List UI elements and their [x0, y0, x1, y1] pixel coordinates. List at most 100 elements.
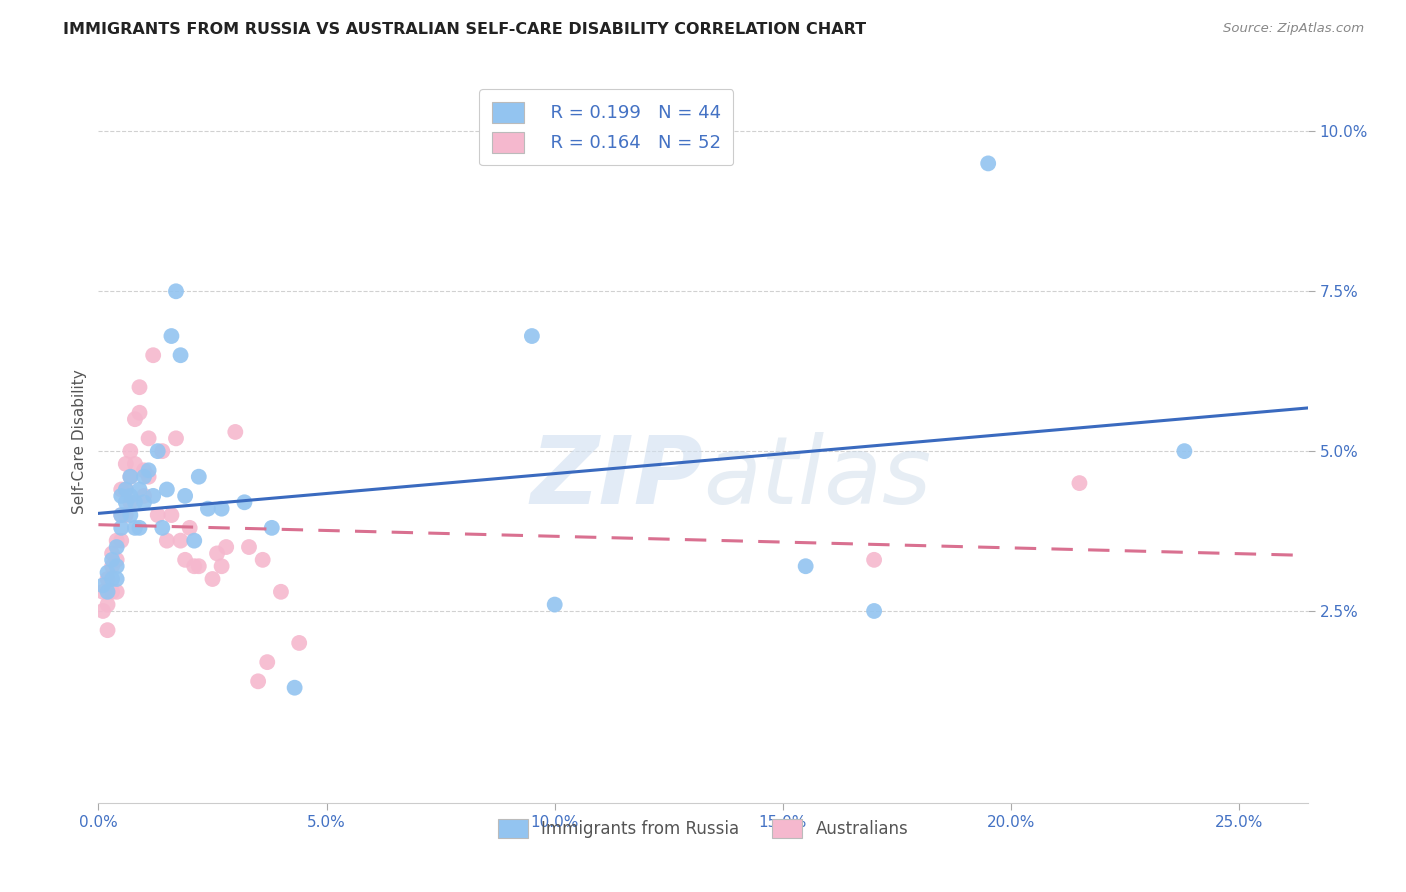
Point — [110, 489, 132, 503]
Point — [124, 521, 146, 535]
Point — [120, 508, 142, 522]
Point — [114, 495, 136, 509]
Point — [124, 412, 146, 426]
Point — [169, 348, 191, 362]
Point — [142, 348, 165, 362]
Point — [96, 584, 118, 599]
Point — [179, 521, 201, 535]
Point — [105, 553, 128, 567]
Point — [233, 495, 256, 509]
Point — [156, 483, 179, 497]
Point — [105, 572, 128, 586]
Point — [96, 598, 118, 612]
Point — [977, 156, 1000, 170]
Text: IMMIGRANTS FROM RUSSIA VS AUSTRALIAN SELF-CARE DISABILITY CORRELATION CHART: IMMIGRANTS FROM RUSSIA VS AUSTRALIAN SEL… — [63, 22, 866, 37]
Y-axis label: Self-Care Disability: Self-Care Disability — [72, 369, 87, 514]
Point — [128, 483, 150, 497]
Point — [183, 533, 205, 548]
Point — [124, 457, 146, 471]
Point — [174, 489, 197, 503]
Point — [169, 533, 191, 548]
Point — [183, 559, 205, 574]
Point — [160, 329, 183, 343]
Point — [238, 540, 260, 554]
Point — [120, 444, 142, 458]
Point — [863, 604, 886, 618]
Point — [256, 655, 278, 669]
Point — [1069, 476, 1091, 491]
Point — [160, 508, 183, 522]
Point — [284, 681, 307, 695]
Point — [187, 559, 209, 574]
Point — [105, 559, 128, 574]
Point — [211, 501, 233, 516]
Point — [110, 533, 132, 548]
Point — [224, 425, 246, 439]
Point — [124, 495, 146, 509]
Point — [146, 444, 169, 458]
Point — [91, 584, 114, 599]
Point — [91, 578, 114, 592]
Point — [114, 483, 136, 497]
Point — [132, 463, 155, 477]
Point — [101, 572, 124, 586]
Point — [794, 559, 817, 574]
Point — [101, 584, 124, 599]
Point — [105, 533, 128, 548]
Point — [211, 559, 233, 574]
Point — [270, 584, 292, 599]
Point — [132, 489, 155, 503]
Point — [520, 329, 543, 343]
Point — [187, 469, 209, 483]
Point — [201, 572, 224, 586]
Point — [138, 463, 160, 477]
Point — [165, 285, 187, 299]
Point — [110, 508, 132, 522]
Point — [105, 540, 128, 554]
Point — [156, 533, 179, 548]
Point — [247, 674, 270, 689]
Point — [863, 553, 886, 567]
Point — [128, 380, 150, 394]
Point — [260, 521, 283, 535]
Point — [96, 623, 118, 637]
Point — [91, 604, 114, 618]
Point — [110, 521, 132, 535]
Point — [114, 457, 136, 471]
Point — [205, 546, 228, 560]
Point — [150, 444, 173, 458]
Point — [96, 572, 118, 586]
Point — [120, 489, 142, 503]
Point — [120, 469, 142, 483]
Point — [114, 508, 136, 522]
Point — [288, 636, 311, 650]
Point — [252, 553, 274, 567]
Point — [120, 495, 142, 509]
Text: atlas: atlas — [703, 432, 931, 524]
Point — [132, 469, 155, 483]
Point — [128, 521, 150, 535]
Point — [1173, 444, 1195, 458]
Point — [110, 508, 132, 522]
Text: Source: ZipAtlas.com: Source: ZipAtlas.com — [1223, 22, 1364, 36]
Point — [132, 495, 155, 509]
Point — [138, 469, 160, 483]
Point — [101, 546, 124, 560]
Point — [101, 559, 124, 574]
Point — [174, 553, 197, 567]
Point — [165, 431, 187, 445]
Point — [128, 406, 150, 420]
Point — [101, 553, 124, 567]
Point — [146, 508, 169, 522]
Point — [138, 431, 160, 445]
Point — [197, 501, 219, 516]
Point — [120, 469, 142, 483]
Point — [114, 483, 136, 497]
Text: ZIP: ZIP — [530, 432, 703, 524]
Point — [150, 521, 173, 535]
Legend: Immigrants from Russia, Australians: Immigrants from Russia, Australians — [491, 813, 915, 845]
Point — [110, 483, 132, 497]
Point — [105, 584, 128, 599]
Point — [96, 566, 118, 580]
Point — [544, 598, 567, 612]
